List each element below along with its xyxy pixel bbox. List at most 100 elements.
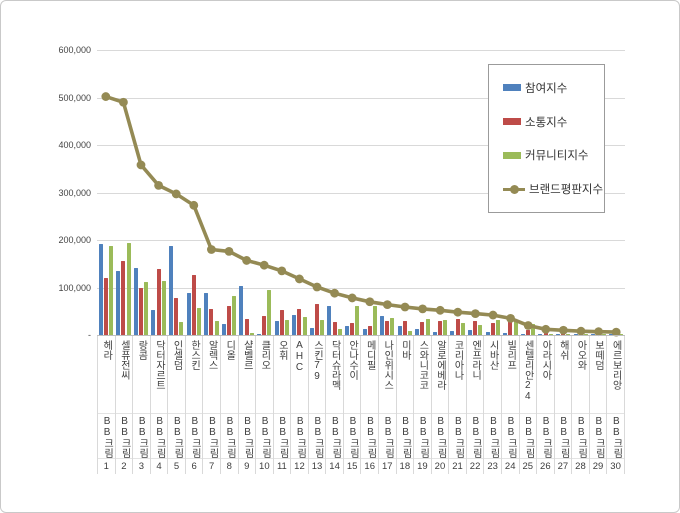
rank-label: 8: [220, 458, 238, 472]
x-category-2: 셀퓨전씨 BB크림 2: [115, 336, 134, 474]
y-axis-tick-label: 400,000: [58, 140, 91, 150]
rank-label: 17: [379, 458, 396, 472]
rank-label: 27: [554, 458, 572, 472]
bar-community: [478, 324, 483, 335]
bar-participation: [520, 333, 525, 335]
category-group-label: BB크림: [168, 413, 185, 458]
brand-name-label: 센텔리안24: [522, 340, 534, 402]
bar-participation: [239, 286, 244, 335]
category-group-label: BB크림: [185, 413, 203, 458]
bar-group-26: [537, 50, 555, 335]
reputation-point-7: [207, 245, 216, 254]
rank-label: 25: [519, 458, 537, 472]
legend-label: 소통지수: [525, 116, 568, 129]
rank-label: 19: [414, 458, 431, 472]
category-group-label: BB크림: [519, 413, 537, 458]
x-category-10: 클리오 BB크림 10: [256, 336, 274, 474]
bar-group-4: [150, 50, 168, 335]
bar-community: [548, 333, 553, 335]
bar-community: [601, 334, 606, 335]
rank-label: 13: [308, 458, 326, 472]
category-group-label: BB크림: [607, 413, 624, 458]
legend-label: 참여지수: [525, 82, 568, 95]
x-category-22: 엔프라니 BB크림 22: [466, 336, 485, 474]
bar-community: [496, 319, 501, 335]
bar-participation: [503, 333, 508, 335]
communication-swatch-icon: [503, 118, 521, 126]
rank-label: 23: [484, 458, 501, 472]
bar-group-17: [379, 50, 397, 335]
gridline-200000: [97, 240, 625, 241]
bar-communication: [455, 319, 460, 335]
brand-name-label: 보떼덤: [592, 340, 604, 370]
category-group-label: BB크림: [98, 413, 115, 458]
category-group-label: BB크림: [589, 413, 607, 458]
brand-name-label: 에르보리앙: [610, 340, 622, 390]
bar-group-11: [273, 50, 291, 335]
x-category-28: 아오와 BB크림 28: [572, 336, 590, 474]
bar-group-19: [414, 50, 432, 335]
bar-group-3: [132, 50, 150, 335]
bar-communication: [209, 309, 214, 335]
brand-name-label: 오휘: [276, 340, 288, 360]
reputation-point-26: [541, 324, 551, 334]
brand-name-label: 아라시아: [539, 340, 551, 380]
reputation-point-24: [506, 313, 515, 323]
x-category-16: 메디필 BB크림 16: [361, 336, 379, 474]
x-category-5: 인셀덤 BB크림 5: [168, 336, 186, 474]
category-group-label: BB크림: [466, 413, 484, 458]
gridline-300000: [97, 192, 625, 194]
reputation-point-5: [171, 189, 181, 199]
rank-label: 30: [607, 458, 624, 472]
category-group-label: BB크림: [133, 413, 150, 458]
reputation-point-10: [259, 260, 269, 270]
bar-community: [179, 321, 184, 335]
rank-label: 16: [361, 458, 378, 472]
legend-item-communication: 소통지수: [503, 114, 604, 130]
rank-label: 9: [238, 458, 256, 472]
y-axis-tick-label: 300,000: [58, 187, 91, 198]
legend-item-community: 커뮤니티지수: [503, 147, 604, 163]
category-group-label: BB크림: [572, 413, 589, 458]
category-group-label: BB크림: [115, 413, 133, 458]
bar-communication: [438, 320, 443, 335]
category-group-label: BB크림: [361, 413, 378, 458]
category-group-label: BB크림: [256, 413, 273, 458]
bar-group-13: [308, 50, 326, 335]
bar-community: [531, 323, 536, 335]
brand-name-label: 해쉬: [557, 340, 569, 360]
rank-label: 15: [343, 458, 361, 472]
brand-name-label: 스킨79: [311, 340, 323, 382]
rank-label: 20: [431, 458, 449, 472]
bar-participation: [292, 314, 297, 335]
category-group-label: BB크림: [326, 413, 343, 458]
reputation-point-23: [488, 310, 498, 320]
category-group-label: BB크림: [308, 413, 326, 458]
bar-group-7: [203, 50, 221, 335]
category-group-label: BB크림: [379, 413, 396, 458]
brand-name-label: 안나수이: [346, 340, 358, 380]
bar-group-14: [326, 50, 344, 335]
bar-participation: [485, 332, 490, 335]
x-category-6: 한스킨 BB크림 6: [185, 336, 204, 474]
reputation-point-28: [576, 326, 586, 336]
reputation-line-swatch-icon: [503, 184, 525, 194]
bar-participation: [168, 246, 173, 335]
bar-group-20: [431, 50, 449, 335]
bar-community: [425, 319, 430, 335]
brand-name-label: 나인위시스: [381, 340, 393, 390]
bar-community: [337, 329, 342, 335]
bar-participation: [538, 334, 543, 335]
brand-name-label: 샬벨르: [241, 340, 253, 370]
brand-name-label: 헤라: [100, 340, 112, 360]
reputation-point-11: [277, 266, 287, 276]
rank-label: 22: [466, 458, 484, 472]
bar-group-23: [484, 50, 502, 335]
gridline-600000: [97, 50, 625, 51]
x-category-13: 스킨79 BB크림 13: [308, 336, 327, 474]
x-category-1: 헤라 BB크림 1: [97, 336, 116, 474]
bar-participation: [415, 329, 420, 335]
bar-community: [390, 317, 395, 335]
brand-name-label: 알로에베라: [434, 340, 446, 390]
legend-label: 브랜드평판지수: [529, 184, 604, 197]
